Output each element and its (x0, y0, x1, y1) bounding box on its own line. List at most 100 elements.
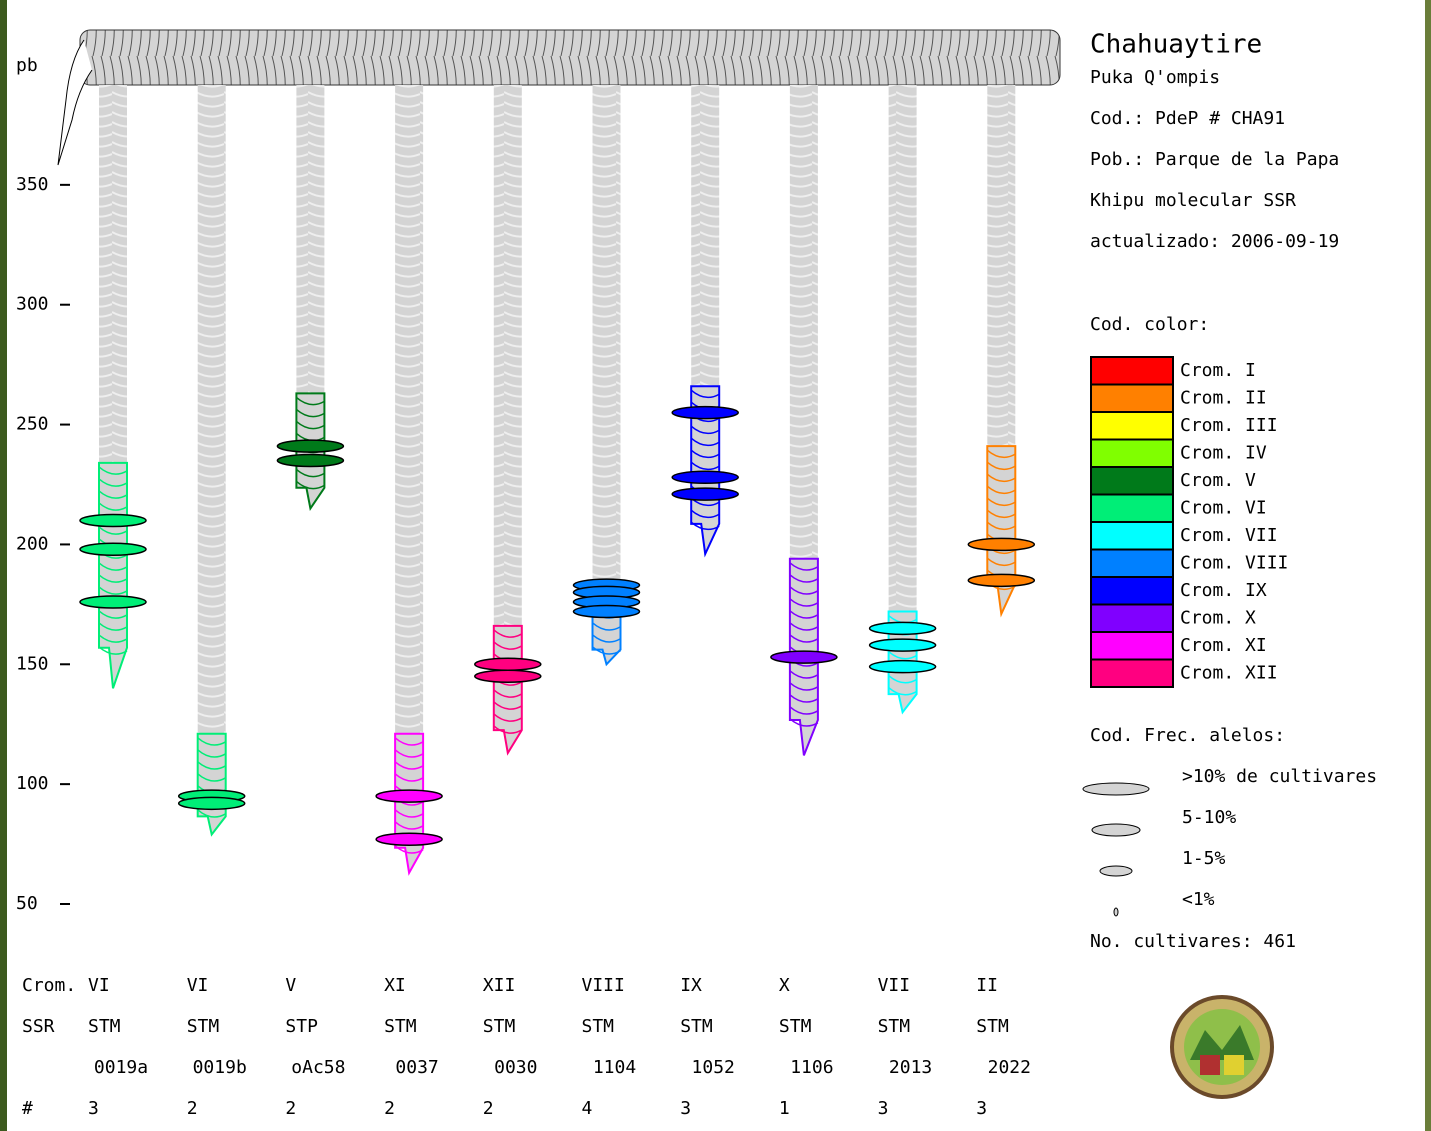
y-axis-label: pb (16, 55, 38, 76)
cord (99, 85, 127, 463)
chrom-label: VIII (582, 975, 625, 996)
y-tick-label: 50 (16, 893, 38, 914)
cord (395, 85, 423, 734)
chrom-label: XII (483, 975, 516, 996)
ssr-label: STP (285, 1016, 318, 1037)
allele-band (80, 596, 146, 608)
legend-label: Crom. VII (1180, 525, 1278, 546)
allele-band (179, 797, 245, 809)
ssr-id: 2013 (889, 1057, 932, 1078)
cord (296, 85, 324, 393)
ssr-label: STM (88, 1016, 121, 1037)
allele-count: 3 (976, 1098, 987, 1119)
freq-symbol (1092, 824, 1140, 836)
cord (889, 85, 917, 612)
chart: pb 50100150200250300350VISTM0019a3VISTM0… (0, 0, 1431, 1131)
info-line: Pob.: Parque de la Papa (1090, 149, 1339, 170)
y-tick-label: 200 (16, 533, 49, 554)
info-line: Cod.: PdeP # CHA91 (1090, 108, 1285, 129)
legend-label: Crom. XII (1180, 663, 1278, 684)
row-label: Crom. (22, 975, 76, 996)
legend-label: Crom. XI (1180, 635, 1267, 656)
ssr-label: STM (483, 1016, 516, 1037)
freq-label: 1-5% (1182, 848, 1226, 869)
chrom-label: VII (878, 975, 911, 996)
allele-band (672, 471, 738, 483)
allele-band (277, 440, 343, 452)
ssr-id: oAc58 (291, 1057, 345, 1078)
ssr-id: 0019a (94, 1057, 148, 1078)
legend-swatch (1091, 357, 1173, 385)
legend-label: Crom. VIII (1180, 553, 1288, 574)
ssr-label: STM (187, 1016, 220, 1037)
allele-count: 2 (285, 1098, 296, 1119)
legend-label: Crom. II (1180, 388, 1267, 409)
ssr-id: 1106 (790, 1057, 833, 1078)
page: pb 50100150200250300350VISTM0019a3VISTM0… (0, 0, 1431, 1131)
legend-swatch (1091, 550, 1173, 578)
subtitle: Puka Q'ompis (1090, 67, 1220, 88)
chrom-label: VI (88, 975, 110, 996)
y-tick-label: 100 (16, 773, 49, 794)
cultivars: No. cultivares: 461 (1090, 931, 1296, 952)
cultivars-label: No. cultivares: (1090, 931, 1253, 952)
cord (198, 85, 226, 734)
allele-band (870, 622, 936, 634)
legend-swatch (1091, 385, 1173, 413)
freq-symbol (1083, 783, 1149, 795)
cord (593, 85, 621, 583)
freq-label: >10% de cultivares (1182, 766, 1377, 787)
allele-band (475, 670, 541, 682)
color-legend-title: Cod. color: (1090, 314, 1209, 335)
row-label: # (22, 1098, 33, 1119)
allele-band (80, 543, 146, 555)
allele-band (968, 574, 1034, 586)
logo (1172, 997, 1272, 1097)
allele-band (672, 488, 738, 500)
allele-band (870, 639, 936, 651)
legend-swatch (1091, 467, 1173, 495)
allele-count: 2 (483, 1098, 494, 1119)
allele-count: 1 (779, 1098, 790, 1119)
ssr-label: STM (582, 1016, 615, 1037)
ssr-label: STM (878, 1016, 911, 1037)
ssr-id: 1104 (593, 1057, 636, 1078)
allele-band (376, 790, 442, 802)
y-tick-label: 150 (16, 653, 49, 674)
legend-swatch (1091, 440, 1173, 468)
allele-count: 3 (878, 1098, 889, 1119)
info-line: actualizado: 2006-09-19 (1090, 231, 1339, 252)
chrom-label: VI (187, 975, 209, 996)
ssr-id: 0019b (193, 1057, 247, 1078)
allele-band (870, 661, 936, 673)
legend-swatch (1091, 412, 1173, 440)
legend-swatch (1091, 632, 1173, 660)
legend-label: Crom. IX (1180, 580, 1267, 601)
allele-band (771, 651, 837, 663)
main-cord (80, 30, 1060, 85)
right-edge (1425, 0, 1431, 1131)
chrom-label: II (976, 975, 998, 996)
ssr-label: STM (779, 1016, 812, 1037)
freq-symbol (1114, 908, 1118, 916)
ssr-label: STM (976, 1016, 1009, 1037)
cord (494, 85, 522, 626)
legend-label: Crom. VI (1180, 498, 1267, 519)
legend-swatch (1091, 605, 1173, 633)
allele-band (376, 833, 442, 845)
legend-swatch (1091, 522, 1173, 550)
allele-count: 4 (582, 1098, 593, 1119)
cord (790, 85, 818, 559)
allele-count: 3 (88, 1098, 99, 1119)
legend-swatch (1091, 495, 1173, 523)
allele-band (80, 514, 146, 526)
ssr-id: 0037 (395, 1057, 438, 1078)
title: Chahuaytire (1090, 30, 1262, 60)
legend-swatch (1091, 660, 1173, 688)
allele-band (968, 538, 1034, 550)
chrom-label: XI (384, 975, 406, 996)
chrom-label: V (285, 975, 296, 996)
legend-label: Crom. IV (1180, 443, 1267, 464)
chrom-label: IX (680, 975, 702, 996)
info-line: Khipu molecular SSR (1090, 190, 1296, 211)
